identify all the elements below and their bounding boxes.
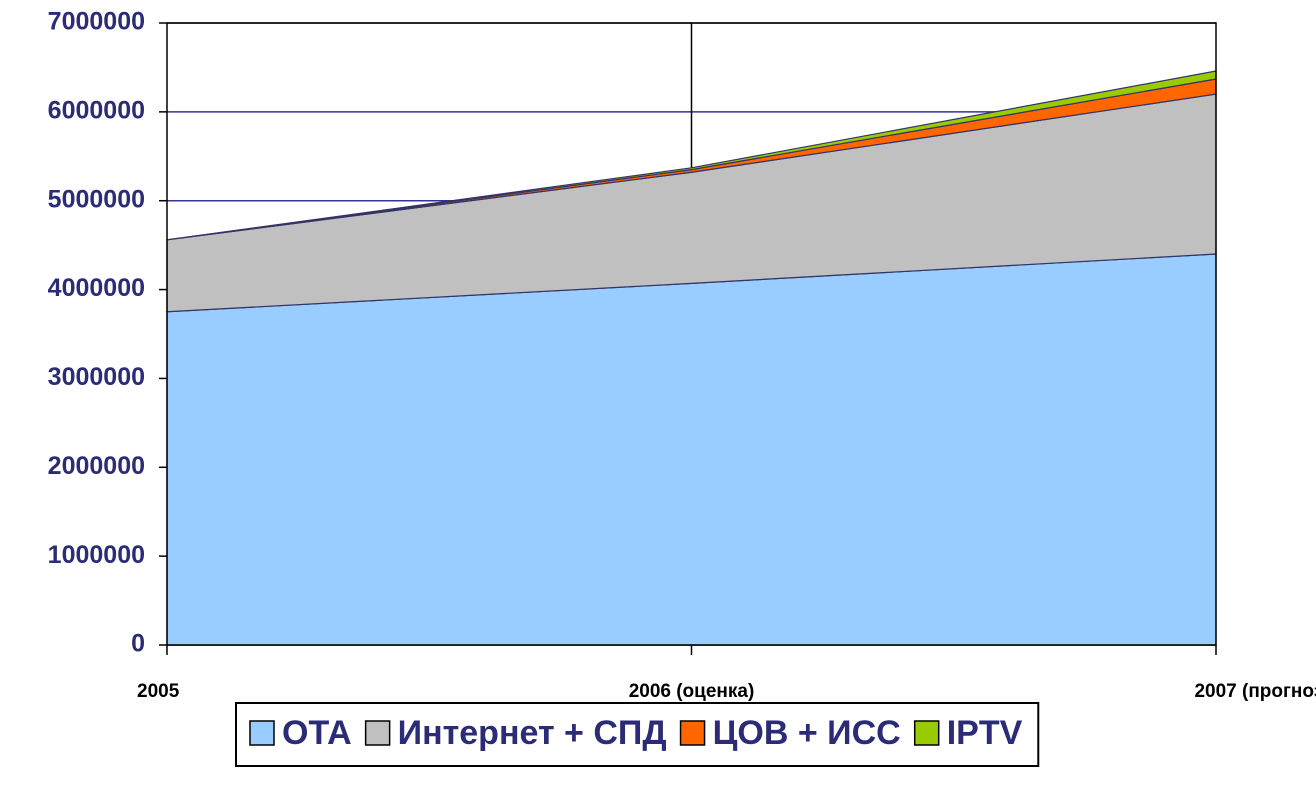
legend-swatch bbox=[913, 720, 940, 746]
legend-label: Интернет + СПД bbox=[398, 714, 667, 752]
x-tick-label: 2005 bbox=[137, 681, 180, 702]
y-tick-label: 7000000 bbox=[48, 8, 145, 36]
legend-label: IPTV bbox=[947, 714, 1023, 752]
y-tick-label: 0 bbox=[131, 630, 145, 658]
y-tick-label: 3000000 bbox=[48, 363, 145, 391]
legend-swatch bbox=[679, 720, 706, 746]
x-tick-label: 2006 (оценка) bbox=[629, 681, 755, 702]
y-tick-label: 6000000 bbox=[48, 96, 145, 124]
legend-label: ЦОВ + ИСС bbox=[713, 714, 901, 752]
y-tick-label: 5000000 bbox=[48, 185, 145, 213]
y-tick-label: 4000000 bbox=[48, 274, 145, 302]
x-tick-label: 2007 (прогноз) bbox=[1194, 681, 1316, 702]
legend-label: ОТА bbox=[282, 714, 352, 752]
legend-swatch bbox=[249, 720, 275, 746]
y-tick-label: 2000000 bbox=[48, 452, 145, 480]
y-tick-label: 1000000 bbox=[48, 541, 145, 569]
area bbox=[166, 253, 1217, 646]
legend: ОТА Интернет + СПД ЦОВ + ИСС IPTV bbox=[235, 702, 1040, 767]
legend-swatch bbox=[364, 720, 391, 746]
